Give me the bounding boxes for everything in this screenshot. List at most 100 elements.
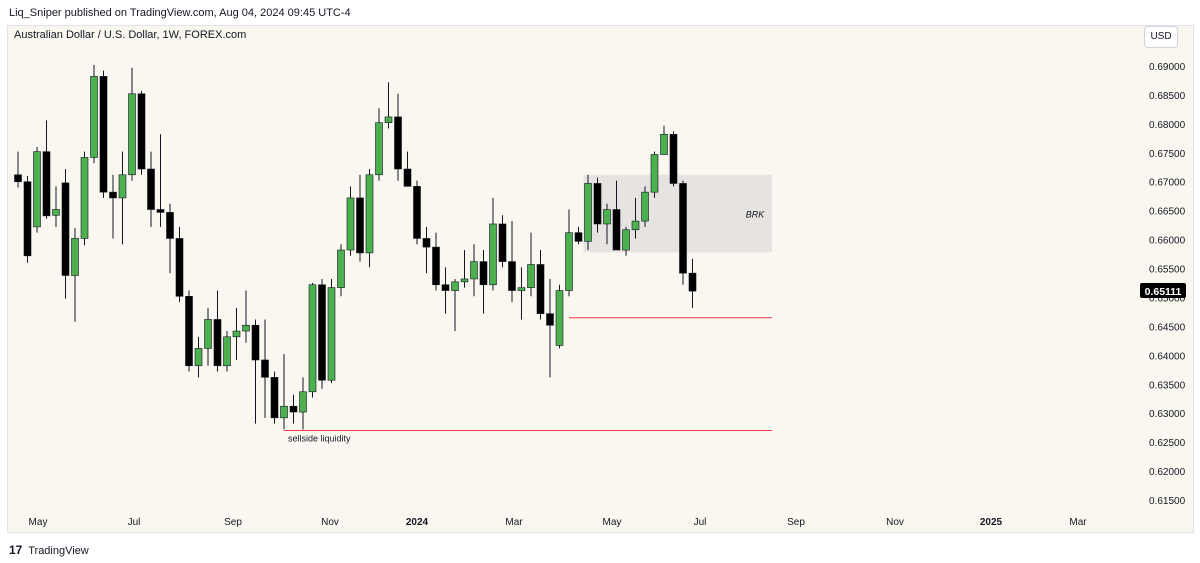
- candle: [289, 394, 298, 424]
- candle-body: [137, 93, 146, 170]
- candle: [375, 108, 383, 181]
- candle: [232, 307, 241, 360]
- y-tick-label: 0.63500: [1149, 380, 1186, 391]
- candle-body: [308, 284, 317, 393]
- y-tick-label: 0.69000: [1149, 62, 1186, 73]
- candle: [422, 226, 431, 274]
- candle-body: [508, 261, 516, 291]
- candle: [517, 267, 526, 320]
- x-tick-label: Jul: [694, 517, 707, 528]
- candle-body: [394, 116, 402, 170]
- footer-brand: 17 TradingView: [9, 540, 89, 560]
- candle: [527, 232, 535, 297]
- candle-body: [413, 186, 421, 239]
- candle: [251, 319, 260, 424]
- candle-body: [251, 324, 260, 361]
- candle-body: [574, 232, 583, 242]
- candle: [337, 244, 345, 297]
- candle: [498, 215, 507, 268]
- candle: [451, 278, 459, 332]
- candle-body: [71, 238, 79, 276]
- candle: [622, 226, 630, 256]
- candle: [33, 147, 41, 233]
- candle-body: [280, 405, 288, 419]
- candle-body: [584, 183, 592, 242]
- candle-body: [261, 359, 269, 378]
- candle-body: [536, 264, 545, 314]
- candle: [308, 283, 317, 398]
- tradingview-logo-icon: 17: [9, 543, 23, 557]
- candle-body: [546, 313, 554, 326]
- candle-body: [270, 377, 279, 419]
- candle: [346, 186, 355, 256]
- candle: [641, 186, 649, 227]
- candle: [213, 290, 222, 372]
- candle-body: [14, 174, 22, 183]
- candle: [270, 371, 279, 424]
- candle: [261, 319, 269, 418]
- brk-zone: [583, 174, 772, 253]
- candle-body: [147, 168, 155, 210]
- x-tick-label: May: [603, 517, 622, 528]
- candle: [441, 267, 450, 314]
- candle-body: [565, 232, 573, 291]
- candle-body: [669, 133, 678, 184]
- symbol-title[interactable]: Australian Dollar / U.S. Dollar, 1W, FOR…: [14, 29, 247, 41]
- brand-name: TradingView: [28, 545, 89, 557]
- candle: [14, 151, 22, 188]
- candle-body: [356, 197, 364, 254]
- candle: [118, 151, 127, 245]
- candle: [194, 336, 203, 378]
- y-tick-label: 0.65000: [1149, 293, 1186, 304]
- candle: [584, 174, 592, 251]
- candle-body: [641, 191, 649, 222]
- candle: [403, 151, 412, 187]
- candle-body: [289, 405, 298, 413]
- candle-body: [679, 183, 687, 274]
- candle: [299, 377, 307, 430]
- candle-body: [460, 278, 469, 283]
- y-tick-label: 0.66500: [1149, 207, 1186, 218]
- candle-body: [52, 209, 60, 216]
- y-tick-label: 0.64500: [1149, 322, 1186, 333]
- candle-body: [517, 287, 526, 291]
- y-tick-label: 0.68500: [1149, 91, 1186, 102]
- x-tick-label: Nov: [886, 517, 904, 528]
- candle: [71, 228, 79, 322]
- chart-frame[interactable]: [7, 25, 1194, 533]
- candle: [242, 290, 250, 343]
- candle: [42, 120, 51, 219]
- candle: [603, 203, 611, 245]
- y-tick-label: 0.67500: [1149, 149, 1186, 160]
- brk-zone-label: BRK: [746, 210, 766, 220]
- last-price-badge: [1140, 283, 1186, 299]
- candle-body: [23, 181, 32, 257]
- candle-body: [166, 212, 174, 239]
- candle-body: [479, 261, 488, 286]
- candle-body: [42, 151, 51, 217]
- candle-body: [61, 182, 70, 276]
- candle-body: [204, 319, 212, 349]
- candle: [489, 197, 497, 291]
- candle-body: [346, 197, 355, 251]
- candle-body: [156, 209, 165, 213]
- candle: [479, 250, 488, 314]
- candle: [413, 180, 421, 245]
- candle: [460, 250, 469, 288]
- candle: [90, 64, 98, 164]
- candle: [660, 125, 668, 155]
- candle-body: [90, 76, 98, 158]
- candle-body: [603, 209, 611, 225]
- x-tick-label: Sep: [224, 517, 242, 528]
- candle: [394, 93, 402, 181]
- candle-body: [365, 174, 374, 254]
- candle: [574, 226, 583, 245]
- candle: [612, 180, 621, 251]
- candle-body: [299, 391, 307, 413]
- candle: [593, 177, 602, 233]
- candle-body: [489, 223, 497, 286]
- currency-button[interactable]: USD: [1144, 26, 1178, 48]
- candle: [175, 226, 184, 303]
- candle: [99, 70, 108, 198]
